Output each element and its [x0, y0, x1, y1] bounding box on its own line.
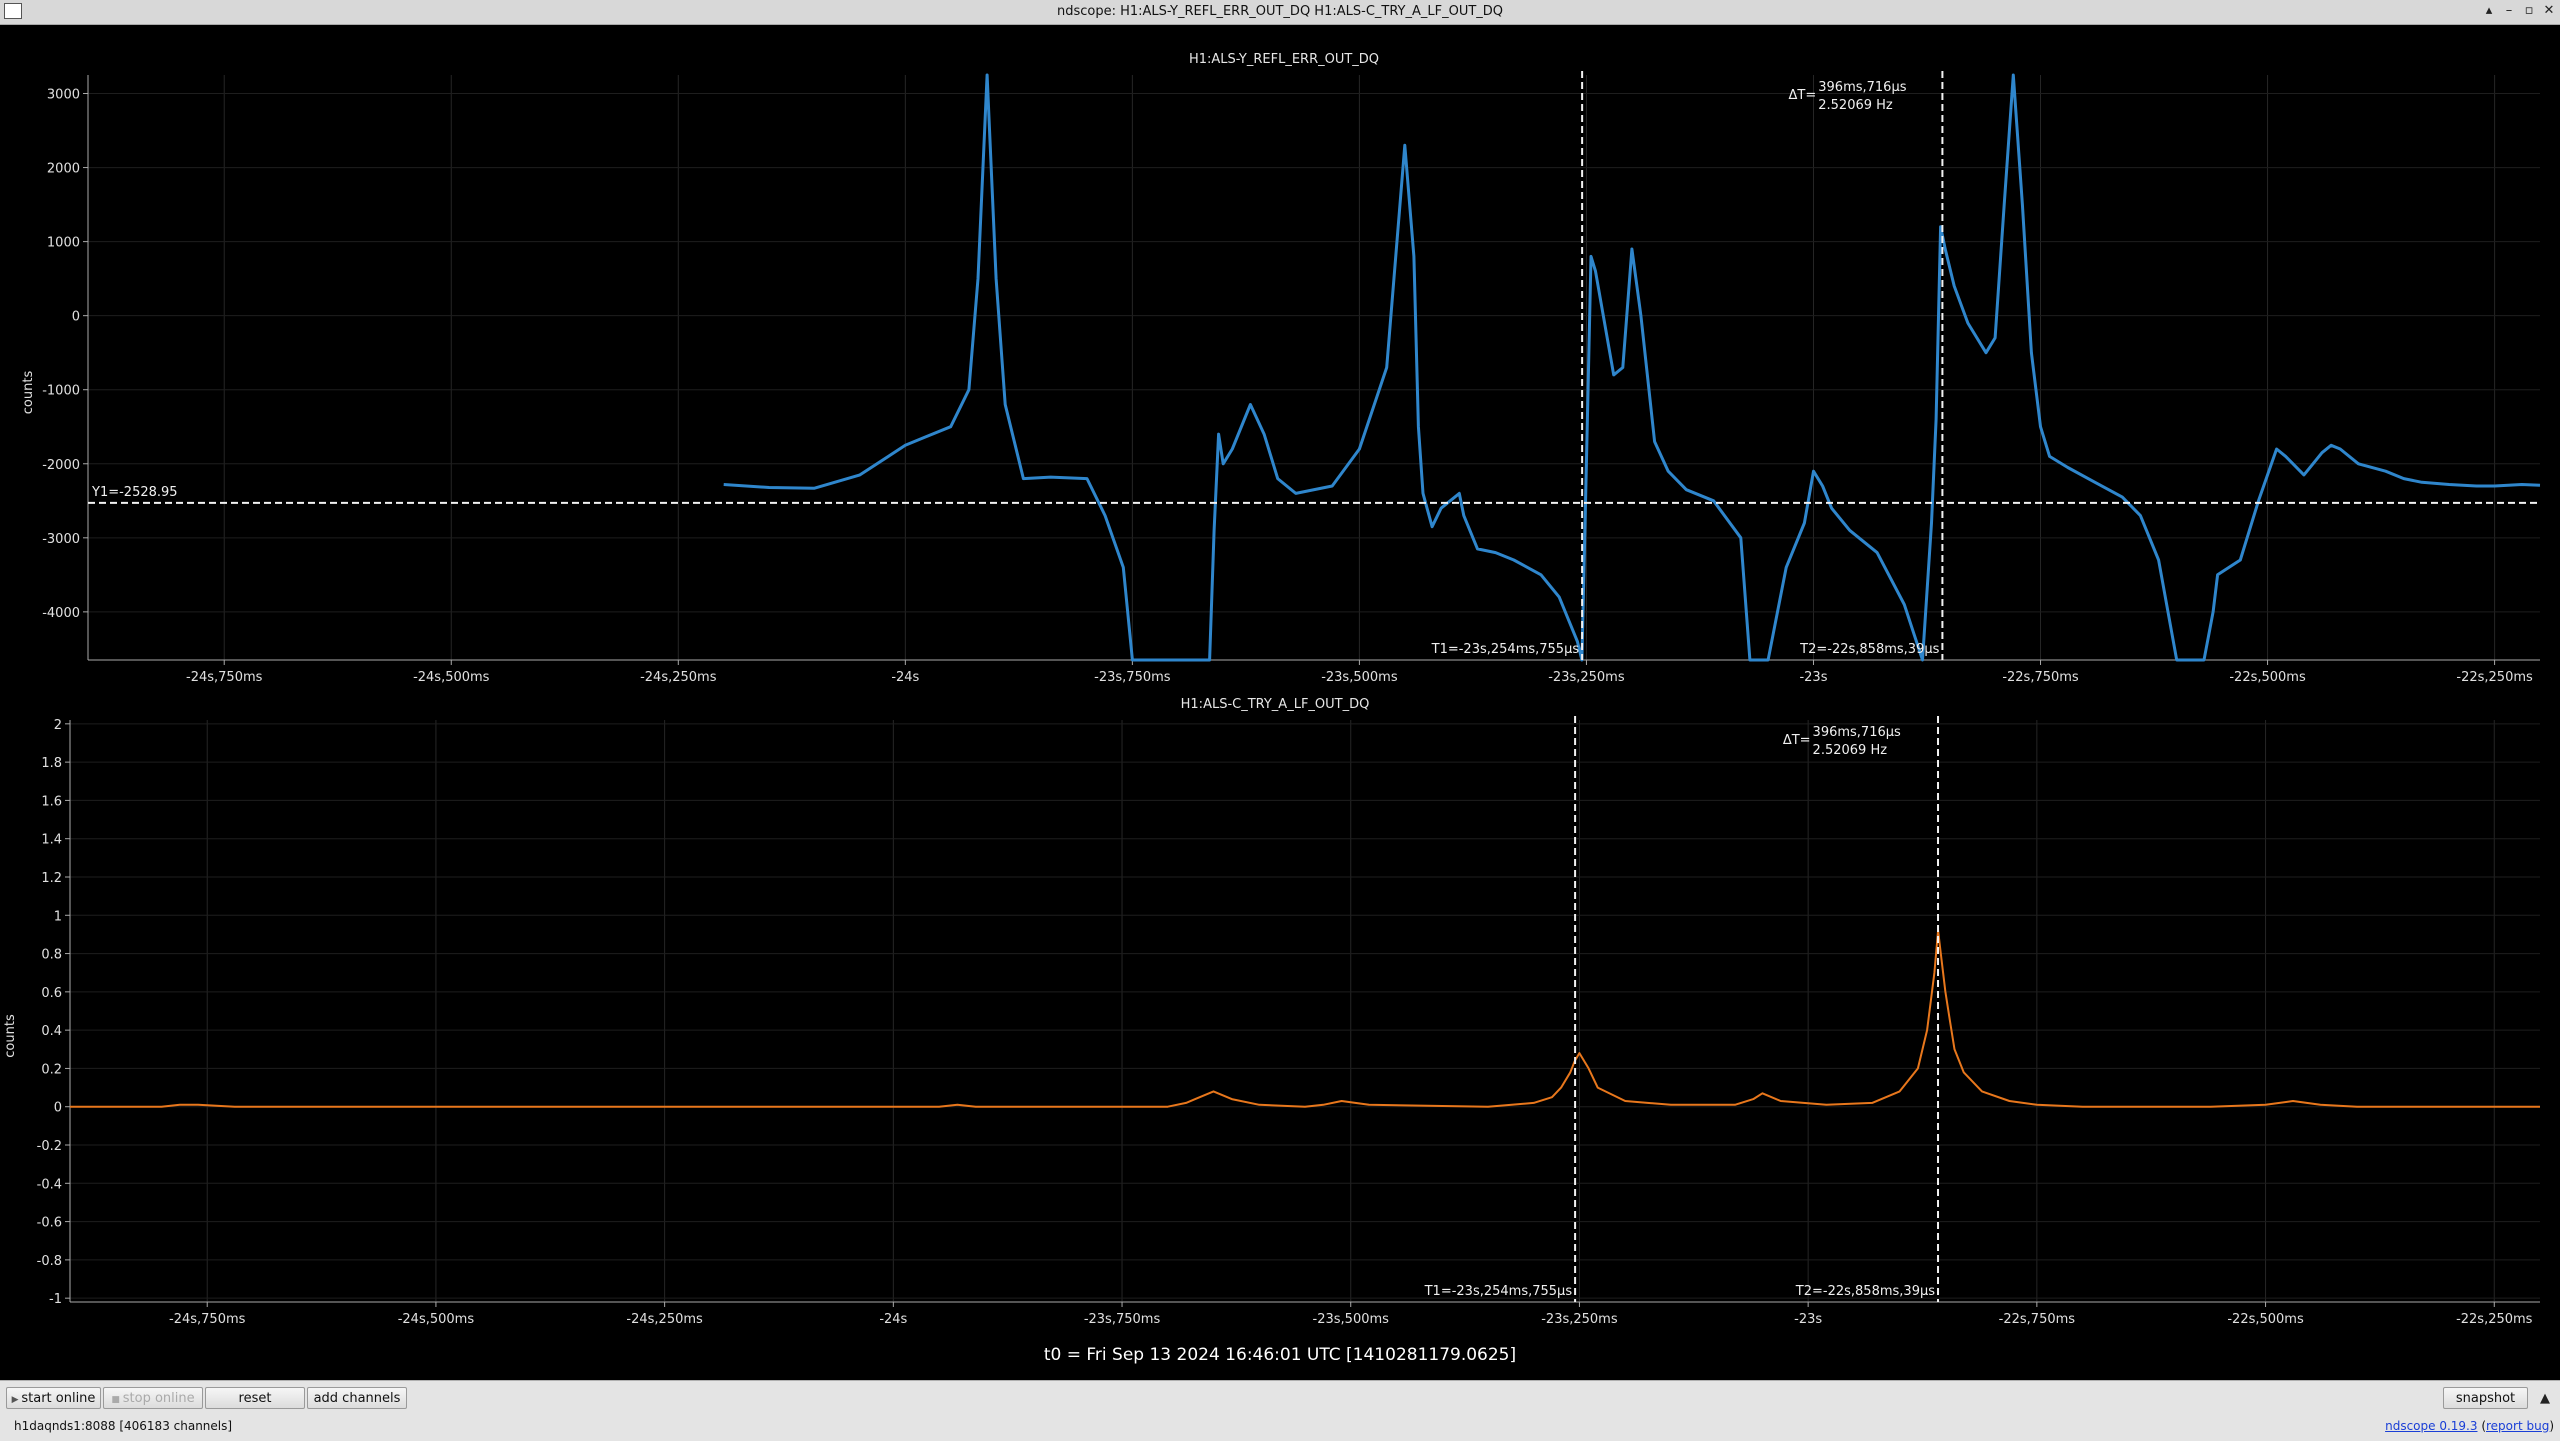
expand-up-icon[interactable]: ▲ — [2540, 1391, 2550, 1406]
x-tick-label: -24s,500ms — [398, 1312, 475, 1327]
delta-t-label: ΔT= — [1783, 733, 1811, 748]
y-tick-label: 1.2 — [41, 871, 62, 886]
y-tick-label: 1000 — [47, 236, 80, 251]
add-channels-button[interactable]: add channels — [307, 1387, 407, 1409]
x-tick-label: -23s,250ms — [1541, 1312, 1618, 1327]
plots-canvas: H1:ALS-Y_REFL_ERR_OUT_DQ -24s,750ms -24s,5… — [3, 52, 2541, 1327]
y-tick-label: -0.8 — [37, 1254, 62, 1269]
y-tick-label: -0.4 — [37, 1177, 62, 1192]
y-tick-label: 0.8 — [41, 948, 62, 963]
y-tick-label: -1 — [49, 1292, 62, 1307]
y-tick-label: -4000 — [42, 606, 80, 621]
x-tick-label: -23s,500ms — [1313, 1312, 1390, 1327]
y-tick-label: -1000 — [42, 384, 80, 399]
x-tick-label: -23s — [1794, 1312, 1822, 1327]
window-titlebar: ndscope: H1:ALS-Y_REFL_ERR_OUT_DQ H1:ALS… — [0, 0, 2560, 25]
status-server: h1daqnds1:8088 [406183 channels] — [14, 1419, 233, 1433]
window-title: ndscope: H1:ALS-Y_REFL_ERR_OUT_DQ H1:ALS… — [1056, 4, 1504, 19]
x-tick-label: -23s,500ms — [1321, 670, 1398, 685]
y-tick-label: 3000 — [47, 88, 80, 103]
y-tick-label: -3000 — [42, 532, 80, 547]
chart-title: H1:ALS-C_TRY_A_LF_OUT_DQ — [1181, 697, 1370, 712]
x-tick-label: -24s,750ms — [169, 1312, 246, 1327]
chart-title: H1:ALS-Y_REFL_ERR_OUT_DQ — [1189, 52, 1379, 67]
x-tick-label: -23s — [1799, 670, 1827, 685]
snapshot-button[interactable]: snapshot — [2443, 1387, 2528, 1409]
y-tick-label: 1.4 — [41, 833, 62, 848]
plot-area: H1:ALS-Y_REFL_ERR_OUT_DQ -24s,750ms -24s,5… — [0, 25, 2560, 1380]
chart-panel-1: H1:ALS-Y_REFL_ERR_OUT_DQ -24s,750ms -24s,5… — [21, 52, 2541, 685]
x-tick-label: -24s,750ms — [186, 670, 263, 685]
y-tick-label: 1.8 — [41, 756, 62, 771]
x-tick-label: -24s,250ms — [640, 670, 717, 685]
x-tick-label: -22s,750ms — [2002, 670, 2079, 685]
app-icon — [4, 3, 22, 19]
cursor-y1-label: Y1=-2528.95 — [91, 485, 178, 500]
y-tick-label: 0.4 — [41, 1024, 62, 1039]
x-tick-label: -22s,250ms — [2456, 1312, 2533, 1327]
y-tick-label: -0.2 — [37, 1139, 62, 1154]
y-axis-label: counts — [21, 371, 36, 415]
x-tick-label: -23s,750ms — [1094, 670, 1171, 685]
x-tick-label: -23s,750ms — [1084, 1312, 1161, 1327]
y-tick-label: 1.6 — [41, 794, 62, 809]
start-online-button[interactable]: ▶ start online — [6, 1387, 101, 1409]
y-tick-label: 0 — [72, 310, 80, 325]
cursor-t2-label: T2=-22s,858ms,39µs — [1795, 1284, 1935, 1299]
maximize-icon[interactable]: ▫ — [2524, 3, 2534, 18]
y-tick-label: -0.6 — [37, 1216, 62, 1231]
series-line-2 — [70, 929, 2540, 1108]
cursor-t2-label: T2=-22s,858ms,39µs — [1799, 642, 1939, 657]
x-tick-label: -22s,750ms — [1999, 1312, 2076, 1327]
t0-label: t0 = Fri Sep 13 2024 16:46:01 UTC [14102… — [1043, 1345, 1517, 1365]
y-tick-label: 0 — [54, 1101, 62, 1116]
version-info: ndscope 0.19.3 (report bug) — [2385, 1419, 2554, 1433]
stop-online-button[interactable]: ■ stop online — [103, 1387, 203, 1409]
series-line-1 — [723, 73, 2541, 662]
y-tick-label: -2000 — [42, 458, 80, 473]
x-tick-label: -22s,500ms — [2227, 1312, 2304, 1327]
bottom-toolbar: ▶ start online ■ stop online reset add c… — [0, 1380, 2560, 1441]
delta-freq-value: 2.52069 Hz — [1813, 743, 1888, 758]
start-online-label: start online — [21, 1391, 96, 1406]
y-tick-label: 2000 — [47, 162, 80, 177]
x-tick-label: -24s,500ms — [413, 670, 490, 685]
stop-icon: ■ — [111, 1395, 123, 1405]
x-tick-label: -24s — [891, 670, 919, 685]
collapse-icon[interactable]: ▴ — [2485, 3, 2493, 18]
reset-button[interactable]: reset — [205, 1387, 305, 1409]
delta-t-label: ΔT= — [1789, 88, 1817, 103]
x-tick-label: -23s,250ms — [1548, 670, 1625, 685]
close-icon[interactable]: ✕ — [2543, 3, 2555, 18]
report-bug-link[interactable]: report bug — [2486, 1419, 2550, 1433]
y-tick-label: 2 — [54, 718, 62, 733]
x-tick-label: -24s,250ms — [626, 1312, 703, 1327]
version-link[interactable]: ndscope 0.19.3 — [2385, 1419, 2478, 1433]
y-tick-label: 0.6 — [41, 986, 62, 1001]
play-icon: ▶ — [11, 1395, 22, 1405]
y-tick-label: 1 — [54, 909, 62, 924]
x-tick-label: -24s — [879, 1312, 907, 1327]
delta-t-value: 396ms,716µs — [1818, 80, 1906, 95]
minimize-icon[interactable]: – — [2505, 3, 2513, 18]
delta-freq-value: 2.52069 Hz — [1818, 98, 1893, 113]
delta-t-value: 396ms,716µs — [1813, 725, 1901, 740]
cursor-t1-label: T1=-23s,254ms,755µs — [1431, 642, 1580, 657]
x-tick-label: -22s,500ms — [2229, 670, 2306, 685]
x-tick-label: -22s,250ms — [2456, 670, 2533, 685]
y-axis-label: counts — [3, 1014, 18, 1058]
cursor-t1-label: T1=-23s,254ms,755µs — [1424, 1284, 1573, 1299]
y-tick-label: 0.2 — [41, 1062, 62, 1077]
stop-online-label: stop online — [122, 1391, 195, 1406]
chart-panel-2: H1:ALS-C_TRY_A_LF_OUT_DQ -24s,750ms -24s,5… — [3, 697, 2540, 1327]
